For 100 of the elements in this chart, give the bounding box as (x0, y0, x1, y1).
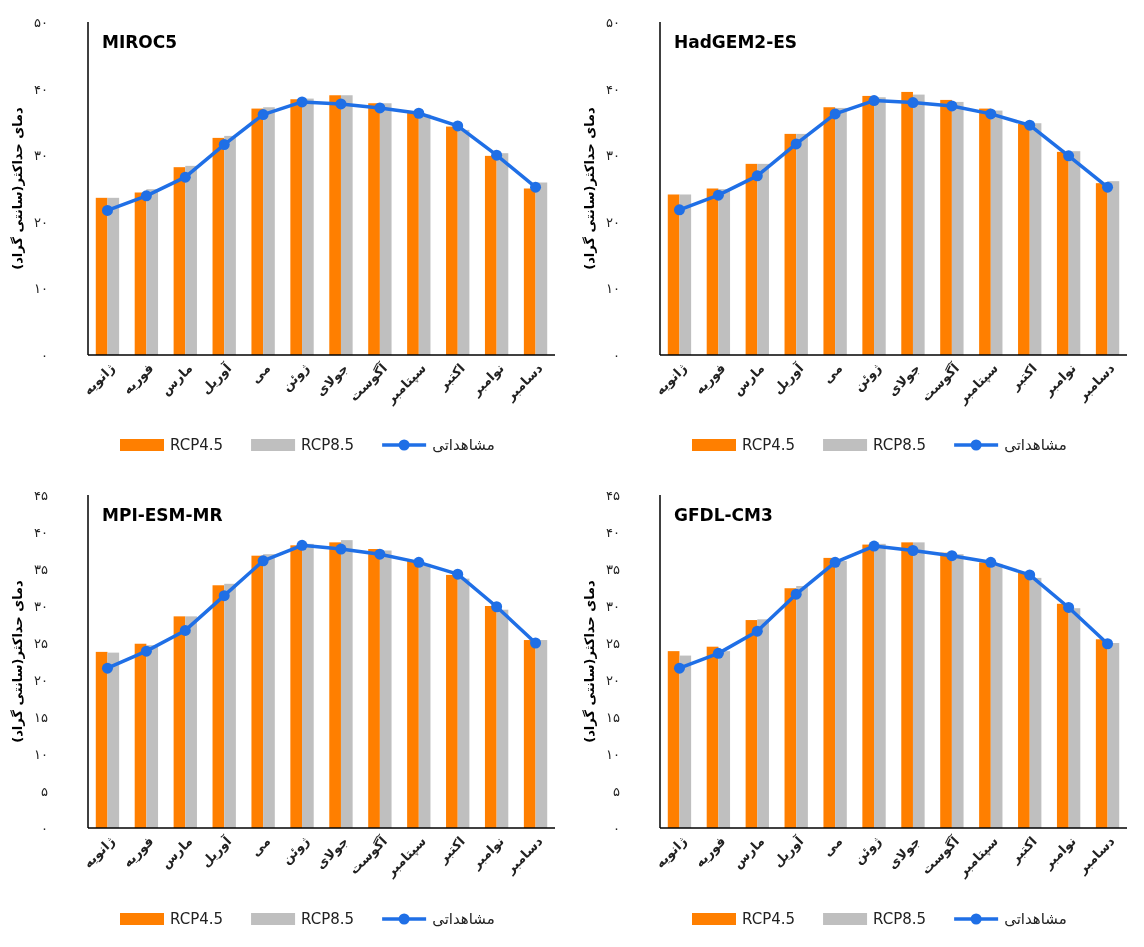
bar (912, 94, 925, 355)
point (907, 97, 919, 109)
bar (173, 167, 186, 355)
text: GFDL-CM3 (674, 505, 773, 525)
bar (862, 544, 875, 828)
x-tick-label: مارس (729, 833, 768, 872)
x-tick-label: مارس (729, 360, 768, 399)
bar (523, 188, 536, 355)
y-tick-label: ۱۵ (606, 710, 621, 725)
bar (446, 126, 458, 355)
bar (535, 640, 548, 828)
bar (329, 95, 341, 355)
bar (1095, 639, 1108, 828)
y-tick-label: ۰ (41, 348, 48, 363)
bar (1107, 181, 1120, 355)
x-tick-label: اکتبر (434, 833, 468, 867)
y-tick-label: ۳۰ (606, 599, 620, 614)
bar (874, 543, 886, 828)
x-tick-label: ژانویه (80, 360, 118, 398)
bar (302, 543, 314, 828)
y-axis-title: دمای حداکثر(سانتی گراد) (582, 579, 597, 743)
bar (823, 107, 836, 355)
bar (679, 194, 692, 355)
bar (1029, 577, 1042, 828)
text: HadGEM2-ES (674, 32, 798, 52)
point (335, 98, 347, 110)
bar (745, 620, 758, 828)
bar (784, 588, 797, 828)
bar (835, 560, 847, 828)
y-tick-label: ۳۰ (34, 599, 48, 614)
point (868, 540, 880, 552)
y-tick-label: ۲۰ (606, 673, 620, 688)
bar (224, 135, 236, 355)
bar (1029, 123, 1042, 355)
point (829, 556, 841, 568)
point (946, 550, 958, 562)
bar (134, 643, 147, 828)
point (101, 204, 113, 216)
legend-label: RCP4.5 (742, 436, 796, 454)
bar (718, 651, 731, 828)
point (140, 645, 152, 657)
x-tick-label: مارس (157, 360, 196, 399)
point (257, 555, 269, 567)
y-axis-title: دمای حداکثر(سانتی گراد) (10, 579, 25, 743)
bar (263, 554, 275, 828)
legend-label: RCP8.5 (301, 910, 355, 928)
bar (496, 153, 509, 355)
point (673, 204, 685, 216)
x-tick-label: فوریه (691, 360, 729, 398)
bar (251, 555, 264, 828)
legend-label: مشاهداتی (1004, 910, 1067, 928)
x-tick-label: جولای (312, 360, 352, 399)
y-tick-label: ۲۵ (34, 636, 49, 651)
point (179, 624, 191, 636)
y-tick-label: ۳۰ (34, 148, 48, 164)
x-tick-label: ژوئن (850, 360, 885, 394)
bar (1095, 183, 1108, 355)
point (673, 662, 685, 674)
x-tick-label: فوریه (691, 833, 729, 871)
point (374, 548, 386, 560)
x-tick-label: اکتبر (1006, 360, 1040, 394)
bar (134, 192, 147, 355)
bar (290, 99, 303, 355)
legend-label: مشاهداتی (1004, 436, 1067, 454)
point (712, 189, 724, 201)
point (530, 637, 542, 649)
bar (523, 640, 536, 828)
y-tick-label: ۴۰ (606, 525, 620, 540)
bar (185, 165, 197, 355)
x-tick-label: نوامبر (467, 833, 507, 873)
legend-label: RCP4.5 (742, 910, 796, 928)
point (218, 590, 230, 602)
x-tick-label: اکتبر (1006, 833, 1040, 867)
point (296, 96, 308, 108)
bar (1018, 123, 1030, 355)
bar (418, 563, 431, 828)
y-tick-label: ۳۵ (34, 562, 49, 577)
bar (224, 583, 236, 828)
y-tick-label: ۳۵ (606, 562, 621, 577)
y-tick-label: ۵ (41, 784, 49, 799)
point (829, 108, 841, 120)
bar (407, 112, 419, 355)
point (296, 539, 308, 551)
bar (667, 194, 680, 355)
x-tick-label: آوریل (769, 832, 807, 870)
y-tick-label: ۴۵ (34, 488, 49, 503)
x-tick-label: می (247, 833, 274, 860)
bar (706, 646, 719, 828)
bar (718, 189, 731, 355)
x-tick-label: نوامبر (1039, 360, 1079, 400)
bar (146, 189, 159, 355)
bar (407, 560, 419, 828)
bar (796, 133, 808, 355)
y-tick-label: ۴۰ (34, 525, 48, 540)
point (413, 556, 425, 568)
bar (1068, 151, 1081, 355)
point (257, 109, 269, 121)
bar (990, 563, 1003, 828)
bar (457, 578, 470, 828)
legend-label: RCP8.5 (873, 910, 927, 928)
